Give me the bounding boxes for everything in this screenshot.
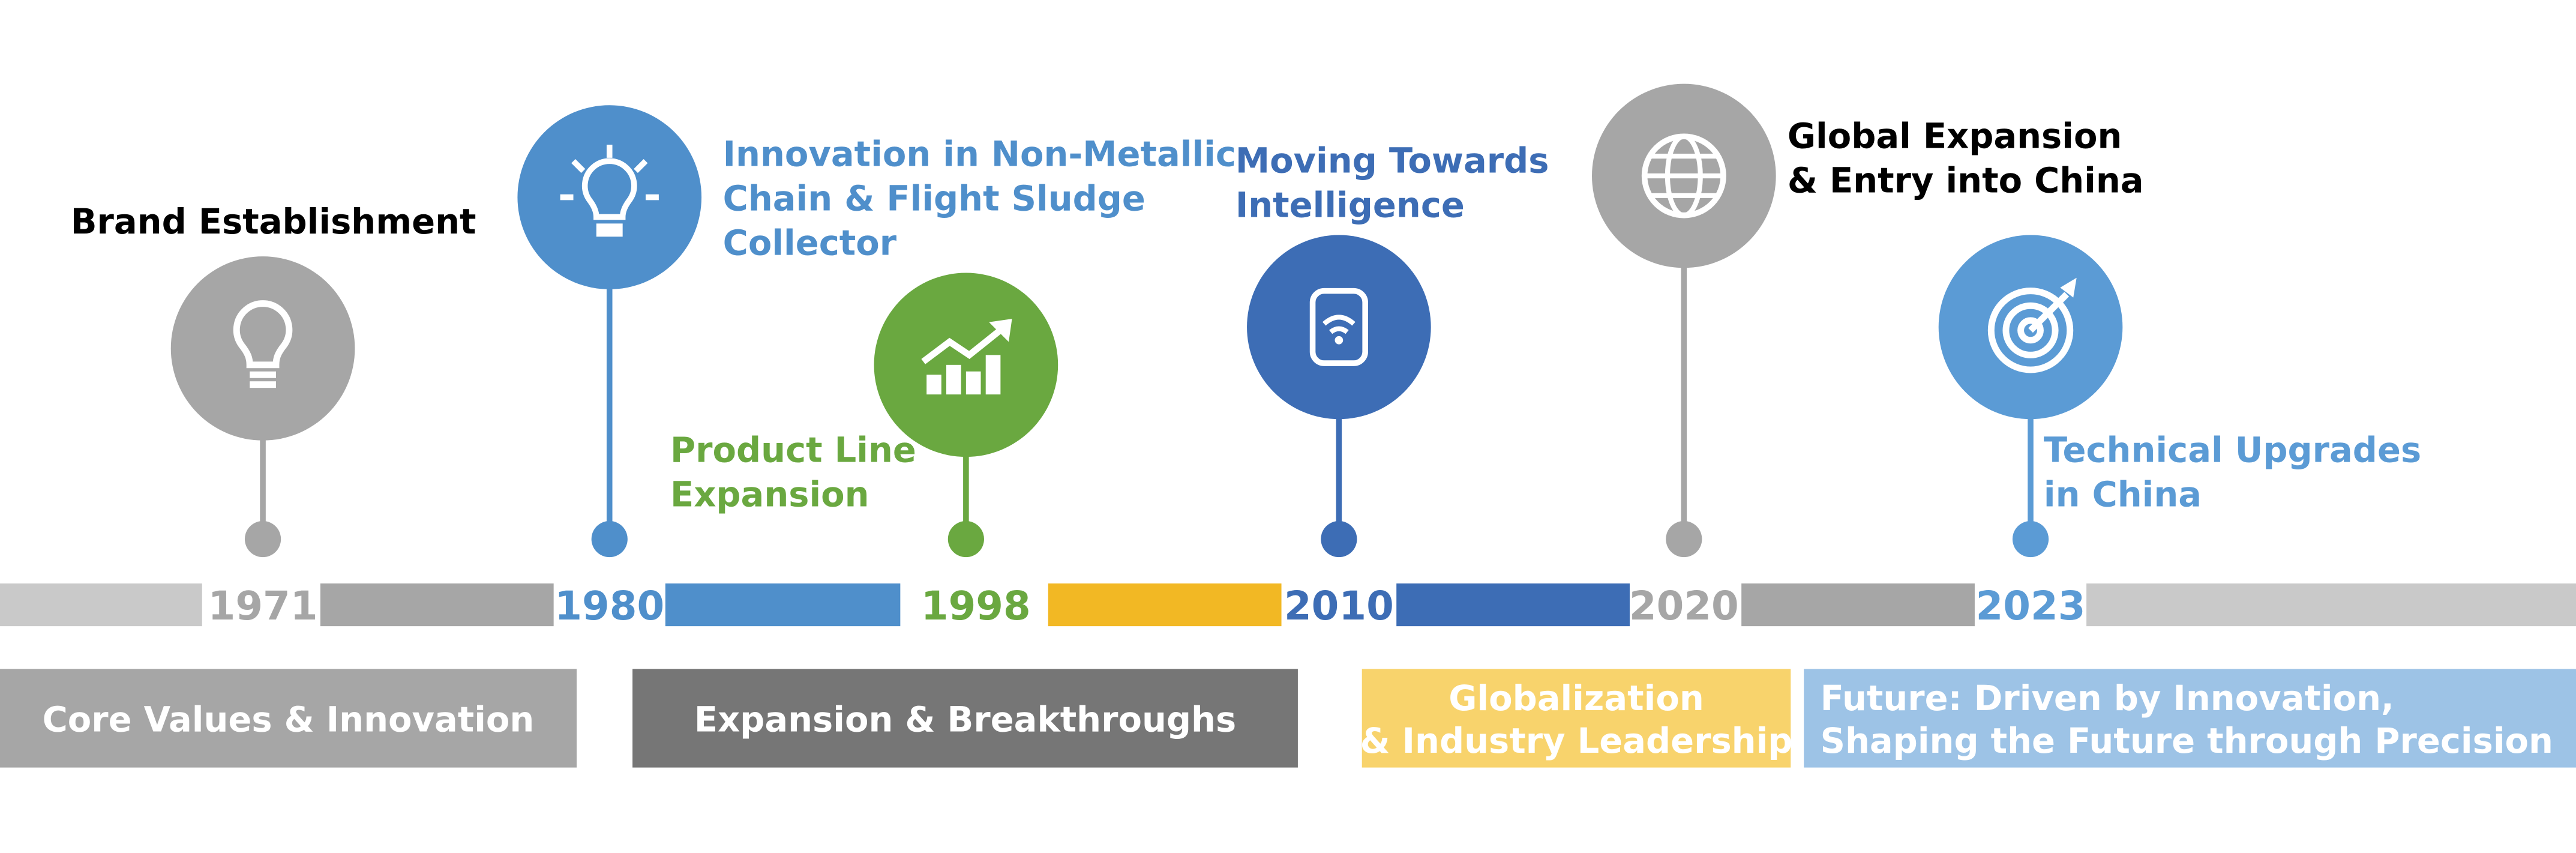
- phase-label: Future: Driven by Innovation,: [1821, 678, 2394, 719]
- milestone-circle: [170, 256, 355, 441]
- icon: [965, 371, 981, 395]
- icon: [581, 158, 637, 220]
- milestone-dot: [947, 520, 984, 558]
- icon: [985, 355, 1001, 395]
- phase-box: [1804, 669, 2576, 768]
- phase-label: & Industry Leadership: [1360, 721, 1793, 761]
- milestone-dot: [2012, 520, 2049, 558]
- icon: [1335, 336, 1344, 345]
- phase: Future: Driven by Innovation,Shaping the…: [1804, 669, 2576, 768]
- milestone-year: 2010: [1284, 583, 1394, 629]
- icon: [1987, 288, 2074, 373]
- milestone-dot: [244, 520, 281, 558]
- phase-box: [0, 669, 577, 768]
- phase: Core Values & Innovation: [0, 669, 577, 768]
- phase-label: Globalization: [1449, 678, 1704, 719]
- icon: [926, 375, 941, 395]
- icon: [946, 364, 961, 395]
- icon: [250, 371, 276, 378]
- icon: [2060, 277, 2077, 298]
- icon: [1644, 154, 1724, 198]
- milestone-year: 1971: [208, 583, 318, 629]
- milestone-circle: [517, 105, 702, 289]
- icon: [2017, 317, 2044, 344]
- icon: [233, 300, 293, 369]
- milestone-title: Brand Establishment: [71, 202, 476, 242]
- milestone: 2020 Global Expansion& Entry into China: [1592, 83, 2144, 629]
- milestone-year: 2023: [1976, 583, 2086, 629]
- phase-label: Shaping the Future through Precision: [1821, 721, 2553, 761]
- milestone-year: 1980: [554, 583, 664, 629]
- timeline-bar: [0, 583, 2576, 627]
- milestone-title: in China: [2044, 474, 2202, 514]
- icon: [2002, 302, 2059, 358]
- milestone-title: Product Line: [670, 430, 916, 470]
- milestone-dot: [1321, 520, 1357, 558]
- milestone-title: Global Expansion: [1788, 116, 2122, 156]
- icon: [250, 381, 276, 388]
- icon: [921, 326, 1004, 364]
- milestone-circle: [874, 273, 1058, 457]
- icon: [989, 319, 1012, 342]
- milestone-dot: [1666, 520, 1702, 558]
- milestone-title: Chain & Flight Sludge: [723, 178, 1145, 219]
- milestone: 1971 Brand Establishment: [71, 202, 476, 629]
- milestone-dot: [591, 520, 628, 558]
- milestone-title: Technical Upgrades: [2044, 430, 2421, 470]
- icon: [1309, 288, 1368, 366]
- milestone-title: Collector: [723, 223, 897, 263]
- icon: [596, 223, 623, 237]
- milestone-title: Innovation in Non-Metallic: [723, 134, 1236, 175]
- icon: [571, 158, 586, 173]
- phase-label: Expansion & Breakthroughs: [694, 699, 1236, 740]
- icon: [2028, 292, 2070, 333]
- milestone-title: Intelligence: [1235, 185, 1465, 225]
- phase-box: [632, 669, 1298, 768]
- phase: Expansion & Breakthroughs: [632, 669, 1298, 768]
- phase: Globalization& Industry Leadership: [1360, 669, 1793, 768]
- icon: [1323, 315, 1356, 334]
- milestone-year: 1998: [921, 583, 1031, 629]
- phase-box: [1362, 669, 1791, 768]
- milestone-title: Expansion: [670, 474, 869, 514]
- icon: [634, 158, 648, 173]
- milestone-title: & Entry into China: [1788, 160, 2144, 200]
- milestone-year: 2020: [1629, 583, 1739, 629]
- phase-label: Core Values & Innovation: [43, 699, 535, 740]
- milestone-title: Moving Towards: [1235, 140, 1549, 181]
